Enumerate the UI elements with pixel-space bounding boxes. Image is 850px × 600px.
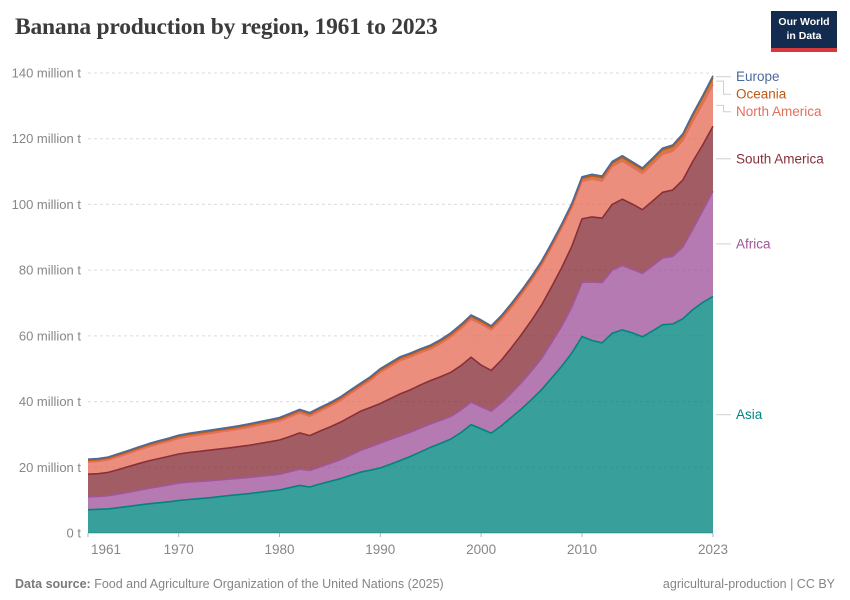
y-tick-label-40: 40 million t (19, 394, 82, 409)
data-source-text: Food and Agriculture Organization of the… (90, 577, 444, 591)
x-tick-label-1970: 1970 (164, 542, 194, 557)
x-tick-label-1961: 1961 (91, 542, 121, 557)
data-source-label: Data source: (15, 577, 91, 591)
legend-label-oceania[interactable]: Oceania (736, 87, 787, 102)
owid-logo-line2: in Data (786, 29, 822, 42)
legend-label-africa[interactable]: Africa (736, 236, 771, 251)
footer: Data source: Food and Agriculture Organi… (0, 577, 850, 591)
y-tick-label-0: 0 t (67, 526, 82, 541)
y-tick-label-120: 120 million t (12, 131, 82, 146)
area-asia[interactable] (88, 296, 713, 533)
area-africa[interactable] (88, 191, 713, 510)
line-south-america (87, 125, 714, 475)
page-title: Banana production by region, 1961 to 202… (15, 14, 438, 40)
legend-label-asia[interactable]: Asia (736, 407, 763, 422)
line-africa (87, 190, 714, 498)
y-tick-label-80: 80 million t (19, 263, 82, 278)
line-europe (87, 75, 714, 460)
legend-label-south-america[interactable]: South America (736, 151, 824, 166)
x-tick-label-1990: 1990 (365, 542, 395, 557)
x-tick-label-1980: 1980 (264, 542, 294, 557)
legend-connector-oceania (716, 80, 731, 95)
x-tick-label-2010: 2010 (567, 542, 597, 557)
x-tick-label-2023: 2023 (698, 542, 728, 557)
license-link[interactable]: agricultural-production | CC BY (662, 577, 835, 591)
owid-logo[interactable]: Our World in Data (771, 11, 837, 52)
line-north-america (87, 84, 714, 463)
x-tick-label-2000: 2000 (466, 542, 496, 557)
line-asia (87, 295, 714, 511)
owid-logo-line1: Our World (778, 15, 830, 28)
data-source-note: Data source: Food and Agriculture Organi… (15, 577, 444, 591)
area-south-america[interactable] (88, 126, 713, 497)
legend-connector-north-america (716, 104, 731, 113)
line-oceania (87, 77, 714, 461)
y-tick-label-140: 140 million t (12, 66, 82, 81)
y-tick-label-60: 60 million t (19, 328, 82, 343)
legend-label-europe[interactable]: Europe (736, 69, 780, 84)
y-tick-label-100: 100 million t (12, 197, 82, 212)
legend-label-north-america[interactable]: North America (736, 104, 822, 119)
y-tick-label-20: 20 million t (19, 460, 82, 475)
